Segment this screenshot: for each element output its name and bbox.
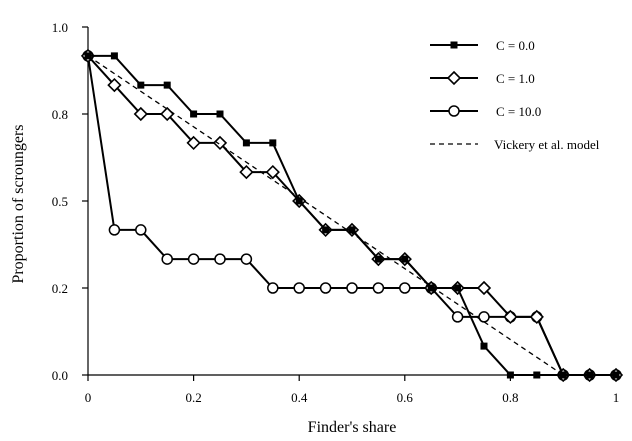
y-tick-label: 0.0 bbox=[52, 368, 68, 383]
series-layer bbox=[80, 48, 624, 383]
data-point-circle bbox=[448, 105, 460, 117]
data-point-square bbox=[454, 284, 462, 292]
data-point-circle bbox=[108, 224, 121, 236]
x-tick-label: 0 bbox=[85, 390, 92, 405]
data-point-circle bbox=[214, 253, 226, 265]
data-point-circle bbox=[372, 282, 385, 294]
data-point-circle bbox=[135, 224, 147, 236]
data-point-diamond bbox=[476, 280, 492, 296]
data-point-circle bbox=[478, 311, 490, 323]
series-2 bbox=[80, 48, 624, 383]
x-tick-label: 0.8 bbox=[502, 390, 518, 405]
data-point-square bbox=[374, 255, 382, 263]
x-tick-label: 0.6 bbox=[397, 390, 414, 405]
y-tick-label: 0.5 bbox=[52, 194, 68, 209]
series-line bbox=[87, 55, 564, 376]
x-tick-label: 1 bbox=[613, 390, 620, 405]
data-point-square bbox=[110, 52, 118, 60]
legend-label: C = 0.0 bbox=[496, 38, 535, 53]
data-point-diamond bbox=[239, 164, 254, 180]
data-point-square bbox=[480, 342, 488, 350]
data-point-square bbox=[295, 197, 303, 205]
data-point-square bbox=[84, 52, 92, 60]
x-tick-label: 0.2 bbox=[185, 390, 201, 405]
series-1 bbox=[84, 52, 620, 379]
legend-label: C = 10.0 bbox=[496, 104, 541, 119]
data-point-diamond bbox=[529, 309, 544, 325]
data-point-circle bbox=[319, 282, 332, 294]
data-point-square bbox=[190, 110, 198, 118]
data-point-square bbox=[163, 81, 171, 89]
data-point-square bbox=[216, 110, 224, 118]
data-point-square bbox=[348, 226, 356, 234]
legend-entry: C = 10.0 bbox=[430, 104, 541, 119]
y-tick-label: 1.0 bbox=[52, 20, 68, 35]
series-4 bbox=[87, 55, 564, 376]
data-point-square bbox=[427, 284, 435, 292]
legend: C = 0.0 C = 1.0 C = 10.0 Vickery et al. mod… bbox=[430, 38, 600, 152]
data-point-square bbox=[612, 371, 620, 379]
data-point-square bbox=[559, 371, 567, 379]
data-point-diamond bbox=[133, 106, 148, 122]
data-point-circle bbox=[346, 282, 358, 294]
data-point-square bbox=[401, 255, 409, 263]
data-point-diamond bbox=[265, 164, 280, 180]
data-point-square bbox=[242, 139, 250, 147]
data-point-diamond bbox=[446, 70, 462, 86]
data-point-circle bbox=[267, 282, 279, 294]
data-point-circle bbox=[161, 253, 173, 265]
data-point-diamond bbox=[107, 77, 122, 93]
data-point-square bbox=[322, 226, 330, 234]
legend-entry: C = 1.0 bbox=[430, 70, 535, 86]
data-point-circle bbox=[451, 311, 464, 323]
series-3 bbox=[82, 50, 622, 381]
data-point-square bbox=[269, 139, 277, 147]
y-tick-label: 0.8 bbox=[52, 107, 68, 122]
legend-label: Vickery et al. model bbox=[494, 137, 600, 152]
data-point-circle bbox=[293, 282, 305, 294]
y-axis-title: Proportion of scroungers bbox=[10, 124, 27, 283]
legend-entry: C = 0.0 bbox=[430, 38, 535, 53]
legend-entry: Vickery et al. model bbox=[430, 137, 600, 152]
data-point-square bbox=[137, 81, 145, 89]
x-axis-title: Finder's share bbox=[308, 419, 397, 436]
x-tick-label: 0.4 bbox=[291, 390, 308, 405]
data-point-square bbox=[586, 371, 594, 379]
axes: 0 0.2 0.4 0.6 0.8 1 0.0 0.2 0.5 0.8 1.0 bbox=[52, 20, 620, 405]
data-point-circle bbox=[399, 282, 411, 294]
y-tick-label: 0.2 bbox=[52, 281, 68, 296]
data-point-diamond bbox=[186, 135, 201, 151]
data-point-square bbox=[506, 371, 514, 379]
data-point-diamond bbox=[503, 309, 518, 325]
data-point-square bbox=[533, 371, 541, 379]
data-point-square bbox=[450, 41, 458, 49]
data-point-circle bbox=[187, 253, 200, 265]
legend-label: C = 1.0 bbox=[496, 71, 535, 86]
data-point-circle bbox=[240, 253, 253, 265]
